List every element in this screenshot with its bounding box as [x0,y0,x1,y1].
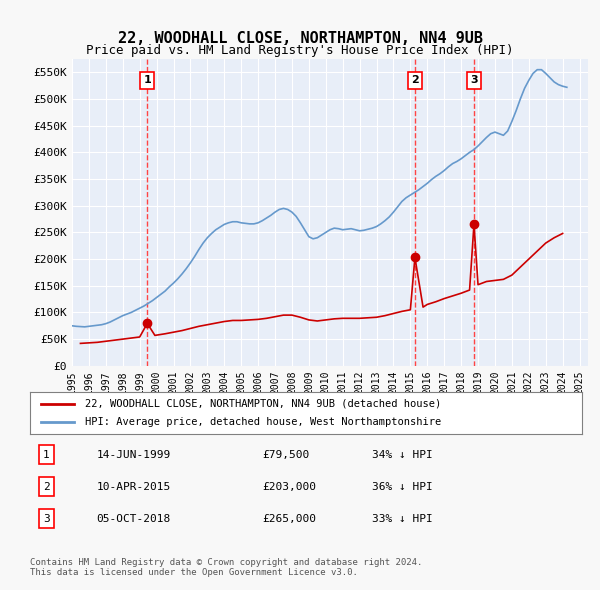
Text: 1: 1 [143,76,151,86]
Text: £79,500: £79,500 [262,450,309,460]
Text: 36% ↓ HPI: 36% ↓ HPI [372,482,433,491]
Text: 22, WOODHALL CLOSE, NORTHAMPTON, NN4 9UB: 22, WOODHALL CLOSE, NORTHAMPTON, NN4 9UB [118,31,482,46]
Text: 1: 1 [43,450,50,460]
Text: £203,000: £203,000 [262,482,316,491]
Text: 22, WOODHALL CLOSE, NORTHAMPTON, NN4 9UB (detached house): 22, WOODHALL CLOSE, NORTHAMPTON, NN4 9UB… [85,399,442,409]
Text: 34% ↓ HPI: 34% ↓ HPI [372,450,433,460]
Text: 2: 2 [43,482,50,491]
Text: Price paid vs. HM Land Registry's House Price Index (HPI): Price paid vs. HM Land Registry's House … [86,44,514,57]
Text: 14-JUN-1999: 14-JUN-1999 [96,450,170,460]
Text: 3: 3 [43,514,50,524]
Text: 33% ↓ HPI: 33% ↓ HPI [372,514,433,524]
Text: HPI: Average price, detached house, West Northamptonshire: HPI: Average price, detached house, West… [85,417,442,427]
Text: 05-OCT-2018: 05-OCT-2018 [96,514,170,524]
Text: 10-APR-2015: 10-APR-2015 [96,482,170,491]
Text: 3: 3 [470,76,478,86]
Text: Contains HM Land Registry data © Crown copyright and database right 2024.
This d: Contains HM Land Registry data © Crown c… [30,558,422,577]
Text: 2: 2 [411,76,419,86]
Text: £265,000: £265,000 [262,514,316,524]
